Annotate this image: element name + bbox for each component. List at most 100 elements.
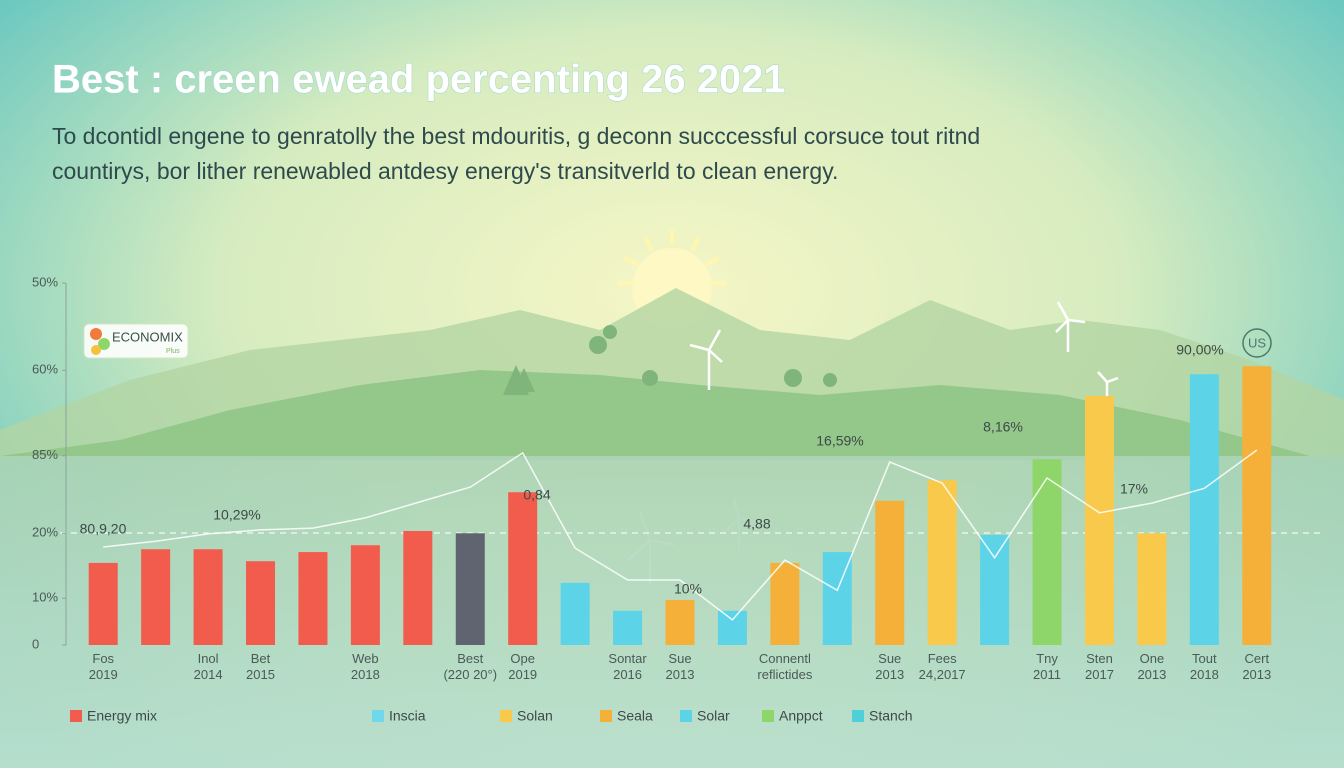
x-tick-line: Connentl — [759, 651, 811, 666]
annotation: 16,59% — [816, 433, 863, 449]
x-tick-line: 2013 — [1242, 667, 1271, 682]
x-tick-line: Tout — [1192, 651, 1217, 666]
bar — [246, 561, 276, 645]
x-tick-label: Connentl reflictides — [757, 651, 812, 682]
x-tick-line: Best — [457, 651, 483, 666]
x-tick-line: 2013 — [1137, 667, 1166, 682]
bar — [560, 582, 590, 645]
legend-swatch — [600, 710, 612, 722]
mountains-front — [0, 370, 1310, 456]
bar — [403, 531, 433, 645]
x-tick-label: Tout 2018 — [1190, 651, 1219, 682]
annotation: 90,00% — [1176, 342, 1223, 358]
trend-line — [103, 449, 1258, 621]
legend-label: Inscia — [389, 708, 426, 724]
x-tick-line: Cert — [1245, 651, 1270, 666]
bar — [88, 562, 118, 645]
bar — [665, 599, 695, 645]
annotation: 4,88 — [743, 516, 770, 532]
x-tick-label: Sue 2013 — [666, 651, 695, 682]
bar — [508, 492, 538, 645]
logo-sub: Plus — [166, 348, 180, 355]
bar — [141, 549, 171, 645]
bar — [1189, 374, 1219, 645]
y-tick-label: 50% — [32, 274, 58, 289]
legend-label: Stanch — [869, 708, 913, 724]
bar — [350, 545, 380, 645]
y-tick-label: 60% — [32, 362, 58, 377]
y-tick-label: 20% — [32, 525, 58, 540]
x-tick-line: 2015 — [246, 667, 275, 682]
legend-label: Solan — [517, 708, 553, 724]
annotation: 10% — [674, 581, 702, 597]
badge-text: US — [1248, 335, 1266, 350]
x-tick-line: 2014 — [194, 667, 223, 682]
x-tick-label: One 2013 — [1137, 651, 1166, 682]
x-tick-label: Sten 2017 — [1085, 651, 1114, 682]
x-tick-label: Tny 2011 — [1033, 651, 1061, 682]
y-tick-label: 0 — [32, 636, 39, 651]
bar — [1032, 459, 1062, 645]
x-tick-line: Ope — [510, 651, 535, 666]
x-tick-label: Sue 2013 — [875, 651, 904, 682]
x-tick-line: 2019 — [89, 667, 118, 682]
x-tick-line: (220 20°) — [443, 667, 497, 682]
bar — [455, 533, 485, 645]
x-tick-label: Cert 2013 — [1242, 651, 1271, 682]
x-tick-line: 2013 — [666, 667, 695, 682]
x-tick-line: 2013 — [875, 667, 904, 682]
x-tick-line: Tny — [1036, 651, 1058, 666]
bar — [298, 552, 328, 645]
x-tick-line: 2017 — [1085, 667, 1114, 682]
legend-swatch — [70, 710, 82, 722]
x-tick-label: Best (220 20°) — [443, 651, 497, 682]
x-tick-label: Web 2018 — [351, 651, 380, 682]
logo: ECONOMIX Plus — [83, 323, 189, 359]
x-tick-line: Fos — [92, 651, 114, 666]
legend-swatch — [500, 710, 512, 722]
legend-label: Energy mix — [87, 708, 157, 724]
trees — [503, 325, 837, 395]
legend-label: Anppct — [779, 708, 823, 724]
annotation: 80,9,20 — [80, 521, 127, 537]
x-tick-label: Bet 2015 — [246, 651, 275, 682]
x-tick-label: Fees 24,2017 — [919, 651, 966, 682]
logo-text: ECONOMIX — [112, 329, 183, 344]
x-tick-line: Bet — [251, 651, 271, 666]
x-tick-label: Sontar 2016 — [608, 651, 647, 682]
x-tick-line: 2016 — [613, 667, 642, 682]
legend-swatch — [852, 710, 864, 722]
bar — [193, 549, 223, 645]
bar — [717, 610, 747, 645]
legend-swatch — [372, 710, 384, 722]
annotation: 8,16% — [983, 419, 1023, 435]
x-tick-line: Sten — [1086, 651, 1113, 666]
x-tick-line: reflictides — [757, 667, 812, 682]
legend-swatch — [680, 710, 692, 722]
subtitle: countirys, bor lither renewabled antdesy… — [52, 158, 838, 184]
x-tick-label: Inol 2014 — [194, 651, 223, 682]
y-tick-label: 10% — [32, 590, 58, 605]
bar — [770, 562, 800, 645]
annotation: 10,29% — [213, 507, 260, 523]
x-tick-line: One — [1140, 651, 1165, 666]
legend-label: Solar — [697, 708, 730, 724]
x-tick-line: 24,2017 — [919, 667, 966, 682]
bar — [1242, 366, 1272, 645]
x-tick-line: Sue — [668, 651, 691, 666]
chart-title: Best : creen ewead percenting 26 2021 — [52, 58, 786, 102]
x-tick-label: Ope 2019 — [508, 651, 537, 682]
x-tick-line: Web — [352, 651, 379, 666]
x-tick-line: 2018 — [351, 667, 380, 682]
annotation: 17% — [1120, 481, 1148, 497]
x-tick-line: Fees — [928, 651, 957, 666]
x-tick-label: Fos 2019 — [89, 651, 118, 682]
x-tick-line: 2018 — [1190, 667, 1219, 682]
x-tick-line: 2019 — [508, 667, 537, 682]
legend-swatch — [762, 710, 774, 722]
badge: US — [1242, 328, 1272, 358]
annotation: 0,84 — [523, 487, 550, 503]
x-tick-line: 2011 — [1033, 667, 1061, 682]
x-tick-line: Sontar — [608, 651, 647, 666]
